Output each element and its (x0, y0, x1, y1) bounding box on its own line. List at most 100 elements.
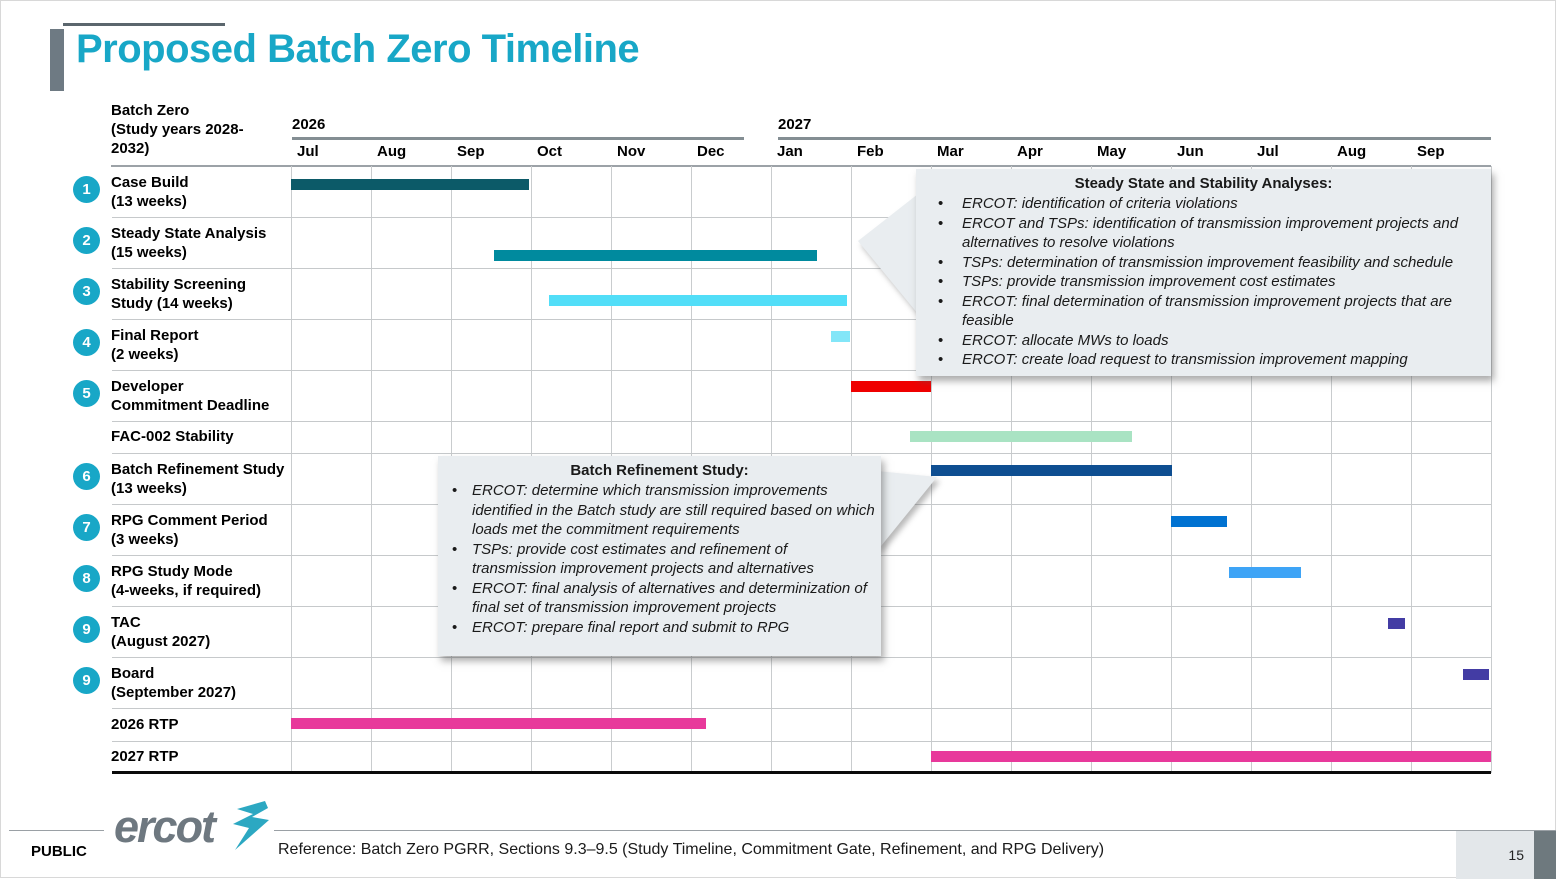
task-label-line: Developer (111, 378, 184, 395)
bullet-marker-icon: • (452, 540, 458, 558)
grid-vline (1331, 166, 1332, 773)
task-number-badge: 6 (73, 463, 100, 490)
bullet-marker-icon: • (452, 482, 458, 499)
month-label-jan: Jan (777, 143, 803, 160)
bullet-marker-icon: • (938, 214, 944, 232)
task-label: Board (September 2027) (111, 665, 289, 702)
page-number: 15 (1456, 831, 1534, 879)
month-label-jul: Jul (297, 143, 319, 160)
title-accent-line (63, 23, 225, 26)
gantt-bar-developer (851, 381, 931, 392)
month-label-sep: Sep (1417, 143, 1445, 160)
bullet-marker-icon: • (452, 618, 458, 636)
month-label-feb: Feb (857, 143, 884, 160)
callout-steady-arrow (858, 194, 918, 314)
month-label-oct: Oct (537, 143, 563, 160)
gantt-corner-label-line: 2032) (111, 140, 150, 157)
month-label-sep: Sep (457, 143, 485, 160)
header-underline (111, 165, 1491, 167)
callout-bullet: • ERCOT: identification of criteria viola… (938, 194, 1479, 214)
task-label-line: (4-weeks, if required) (111, 581, 262, 599)
task-label: FAC-002 Stability (111, 428, 289, 447)
row-separator (112, 319, 1491, 320)
task-number-badge: 4 (73, 329, 100, 356)
gantt-corner-label-line: (Study years 2028- (111, 121, 244, 138)
bullet-marker-icon: • (938, 195, 944, 212)
callout-batch-refinement: Batch Refinement Study: • ERCOT: determin… (438, 456, 881, 656)
callout-bullet: • ERCOT and TSPs: identification of trans… (938, 214, 1479, 253)
task-label: RPG Comment Period (3 weeks) (111, 512, 289, 549)
task-label: TAC (August 2027) (111, 614, 289, 651)
callout-bullet-text: ERCOT: prepare final report and submit t… (472, 618, 790, 636)
gantt-corner-label-line: Batch Zero (111, 102, 190, 119)
callout-refine-arrow (877, 471, 937, 551)
row-separator (112, 268, 1491, 269)
ercot-logo: ercot (114, 801, 216, 852)
year-label-2027: 2027 (778, 116, 812, 133)
callout-bullet: • TSPs: determination of transmission imp… (938, 253, 1479, 273)
page-title: Proposed Batch Zero Timeline (76, 27, 640, 71)
callout-bullet-text: ERCOT: determine which transmission impr… (472, 482, 875, 538)
task-label: Case Build (13 weeks) (111, 174, 289, 211)
gantt-bar-batch-refinement-study (931, 465, 1172, 476)
grid-vline (291, 166, 292, 773)
task-number-badge: 9 (73, 667, 100, 694)
reference-text: Reference: Batch Zero PGRR, Sections 9.3… (278, 841, 1105, 858)
month-label-jul: Jul (1257, 143, 1279, 160)
year-label-2026: 2026 (292, 116, 326, 133)
callout-bullet-text: ERCOT and TSPs: identification of transm… (962, 214, 1459, 252)
task-label-line: 2026 RTP (111, 715, 179, 733)
task-number-badge: 5 (73, 380, 100, 407)
task-label-line: FAC-002 Stability (111, 428, 234, 445)
task-label-line: Steady State Analysis (111, 225, 267, 242)
bullet-marker-icon: • (938, 331, 944, 349)
callout-steady-title: Steady State and Stability Analyses: (1074, 175, 1333, 192)
month-label-aug: Aug (377, 143, 407, 160)
task-label-line: (2 weeks) (111, 345, 179, 363)
row-separator (112, 741, 1491, 742)
callout-bullet-text: TSPs: provide cost estimates and refinem… (472, 540, 814, 578)
task-label-line: TAC (111, 614, 141, 631)
task-number-badge: 7 (73, 514, 100, 541)
gantt-corner-label: Batch Zero (Study years 2028- 2032) (111, 101, 244, 158)
callout-bullet: • TSPs: provide transmission improvement … (938, 272, 1479, 292)
corner-strip (1534, 831, 1556, 879)
gantt-bar-tac (1387, 618, 1406, 629)
task-number-badge: 8 (73, 565, 100, 592)
task-number-badge: 9 (73, 616, 100, 643)
task-label-line: (15 weeks) (111, 243, 187, 261)
bullet-marker-icon: • (938, 253, 944, 271)
title-accent-bar (50, 29, 64, 91)
callout-bullet: • ERCOT: determine which transmission imp… (452, 481, 875, 540)
row-separator (112, 370, 1491, 371)
gantt-bar-2027-rtp (931, 751, 1491, 762)
callout-bullet-text: TSPs: determination of transmission impr… (962, 253, 1454, 271)
bullet-marker-icon: • (938, 351, 944, 368)
grid-vline (371, 166, 372, 773)
task-number-badge: 3 (73, 278, 100, 305)
task-label-line: (13 weeks) (111, 479, 187, 497)
grid-vline (1411, 166, 1412, 773)
row-separator (112, 421, 1491, 422)
classification-label: PUBLIC (31, 843, 87, 860)
gantt-bar-rpg-study-mode (1228, 567, 1302, 578)
callout-steady-state: Steady State and Stability Analyses: • ER… (916, 169, 1491, 376)
bullet-marker-icon: • (452, 579, 458, 597)
grid-vline (1491, 166, 1492, 773)
month-label-jun: Jun (1177, 143, 1204, 160)
callout-bullet: • TSPs: provide cost estimates and refine… (452, 540, 875, 579)
callout-bullet: • ERCOT: final analysis of alternatives a… (452, 579, 875, 618)
callout-refine-title: Batch Refinement Study: (570, 462, 749, 479)
month-label-mar: Mar (937, 143, 964, 160)
task-label-line: Commitment Deadline (111, 396, 270, 414)
task-label: Steady State Analysis (15 weeks) (111, 225, 289, 262)
row-separator (112, 708, 1491, 709)
task-label-line: Case Build (111, 174, 189, 191)
table-bottom-line (112, 771, 1491, 774)
bullet-marker-icon: • (938, 292, 944, 310)
callout-bullet-text: ERCOT: final determination of transmissi… (962, 292, 1452, 330)
gantt-bar-case-build (291, 179, 530, 190)
ercot-bolt-icon (233, 801, 269, 850)
gantt-bar-2026-rtp (291, 718, 707, 729)
task-label-line: RPG Comment Period (111, 512, 268, 529)
